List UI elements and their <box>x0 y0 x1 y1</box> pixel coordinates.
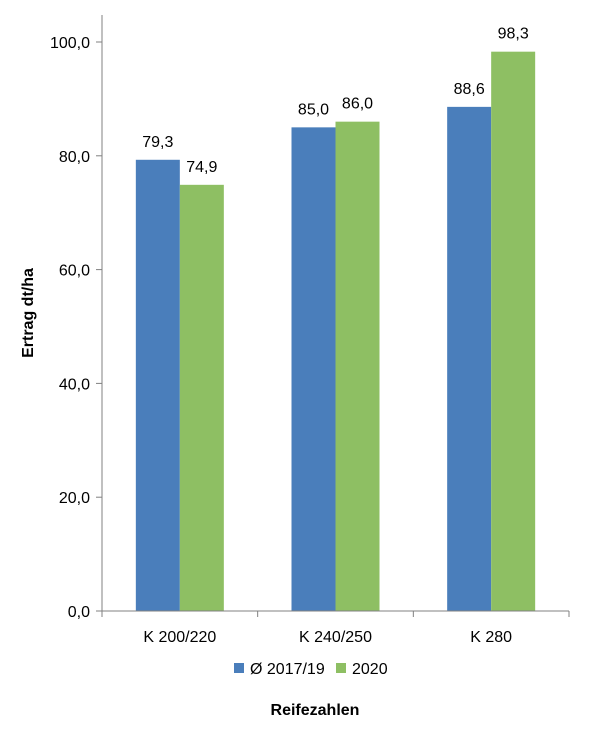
bars <box>135 51 536 612</box>
y-tick-label: 100,0 <box>50 35 90 52</box>
data-label: 86,0 <box>342 96 373 113</box>
x-category-label: K 240/250 <box>299 629 372 646</box>
y-tick-label: 0,0 <box>68 604 90 621</box>
x-axis-categories: K 200/220 K 240/250 K 280 <box>143 629 512 646</box>
bar <box>179 184 224 611</box>
data-label: 85,0 <box>298 101 329 118</box>
legend-label: Ø 2017/19 <box>250 661 325 678</box>
y-axis-ticks: 0,0 20,0 40,0 60,0 80,0 100,0 <box>50 35 102 621</box>
x-axis-title: Reifezahlen <box>271 702 360 719</box>
bar <box>291 127 336 611</box>
bar <box>335 121 380 611</box>
y-tick-label: 80,0 <box>59 149 90 166</box>
bar <box>447 106 492 611</box>
data-label: 98,3 <box>498 26 529 43</box>
legend: Ø 2017/19 2020 <box>234 661 388 678</box>
y-tick-label: 40,0 <box>59 376 90 393</box>
legend-swatch <box>234 663 244 673</box>
data-label: 79,3 <box>142 134 173 151</box>
data-label: 88,6 <box>454 81 485 98</box>
data-labels: 79,3 74,9 85,0 86,0 88,6 98,3 <box>142 26 529 176</box>
y-tick-label: 20,0 <box>59 490 90 507</box>
y-tick-label: 60,0 <box>59 263 90 280</box>
x-category-label: K 280 <box>470 629 512 646</box>
legend-label: 2020 <box>352 661 388 678</box>
x-axis-ticks <box>101 611 570 617</box>
bar <box>491 51 536 612</box>
x-category-label: K 200/220 <box>143 629 216 646</box>
legend-swatch <box>336 663 346 673</box>
data-label: 74,9 <box>186 159 217 176</box>
y-axis-title: Ertrag dt/ha <box>20 268 37 358</box>
bar <box>135 159 180 611</box>
